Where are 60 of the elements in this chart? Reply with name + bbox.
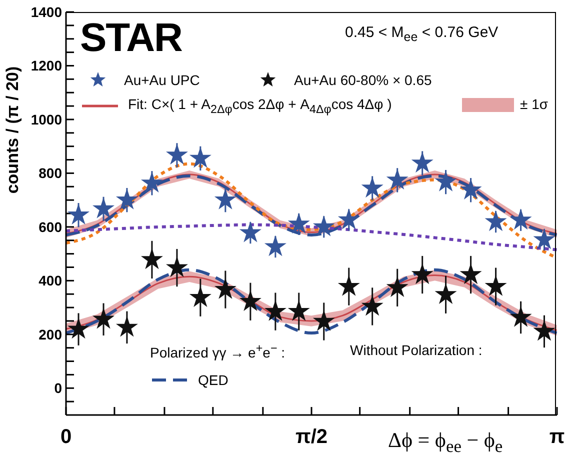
point (140, 248, 163, 270)
legend-label: QED (198, 372, 228, 388)
y-tick-label: 800 (38, 165, 62, 182)
point (312, 310, 335, 331)
point (239, 290, 262, 311)
point (214, 278, 236, 299)
point (386, 276, 408, 298)
point (166, 144, 188, 165)
y-tick-label: 1000 (30, 111, 62, 128)
point (189, 286, 212, 307)
point (189, 146, 212, 168)
annotation: Polarized γγ → e$^{+}$e$^{−}$ : (150, 342, 286, 361)
x-axis-title: Δϕ = ϕ$_{ee}$ − ϕ$_{e}$ (388, 428, 503, 458)
point (484, 275, 507, 296)
annotation: 0.45 < M$_{ee}$ < 0.76 GeV (345, 24, 498, 44)
point (288, 300, 310, 321)
y-tick-label: 600 (38, 218, 62, 235)
point (312, 215, 335, 236)
point (510, 306, 532, 327)
point (411, 152, 434, 173)
point (239, 221, 262, 242)
point (338, 208, 360, 230)
point (434, 170, 457, 192)
point (92, 308, 115, 329)
annotation: Without Polarization : (350, 342, 482, 358)
point (68, 318, 90, 339)
point (361, 176, 384, 198)
point (338, 275, 360, 296)
point (166, 256, 188, 278)
point (68, 204, 90, 224)
point (264, 300, 286, 321)
annotation: ± 1σ (520, 96, 548, 112)
x-tick-label: π/2 (296, 426, 328, 448)
point (460, 263, 482, 284)
chart-title: STAR (80, 16, 182, 61)
point (264, 235, 286, 256)
legend-label: Au+Au UPC (124, 72, 200, 88)
legend-label: Fit: C×( 1 + A$_{2Δφ}$cos 2Δφ + A$_{4Δφ}$cos 4Δφ ) (128, 96, 392, 116)
point (116, 316, 138, 337)
point (116, 188, 138, 210)
point (411, 263, 434, 284)
point (140, 172, 163, 192)
x-tick-label: π (549, 426, 565, 448)
point (214, 188, 236, 210)
y-axis-title: counts / (π / 20) (3, 66, 23, 194)
y-tick-label: 400 (38, 272, 62, 289)
point (92, 197, 115, 218)
point (533, 228, 556, 250)
y-tick-label: 1200 (30, 58, 62, 74)
y-tick-label: 200 (38, 326, 62, 342)
y-tick-label: 0 (54, 380, 62, 396)
legend-label: Au+Au 60-80% × 0.65 (294, 72, 432, 88)
point (510, 208, 532, 230)
point (460, 178, 482, 200)
point (434, 283, 457, 304)
point (361, 294, 384, 316)
point (288, 212, 310, 234)
point (484, 210, 507, 232)
y-tick-label: 1400 (30, 4, 62, 20)
point (386, 168, 408, 190)
